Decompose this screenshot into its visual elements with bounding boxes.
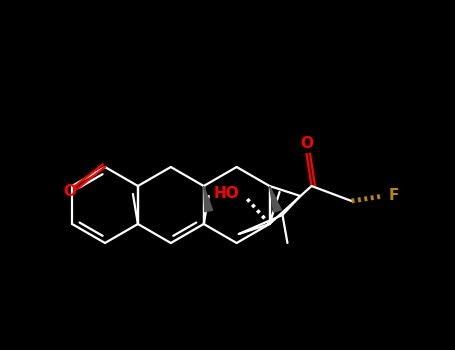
Polygon shape	[269, 186, 281, 212]
Text: HO: HO	[214, 187, 239, 202]
Polygon shape	[204, 186, 212, 212]
Text: O: O	[300, 136, 313, 152]
Text: O: O	[64, 183, 76, 198]
Text: F: F	[389, 189, 399, 203]
